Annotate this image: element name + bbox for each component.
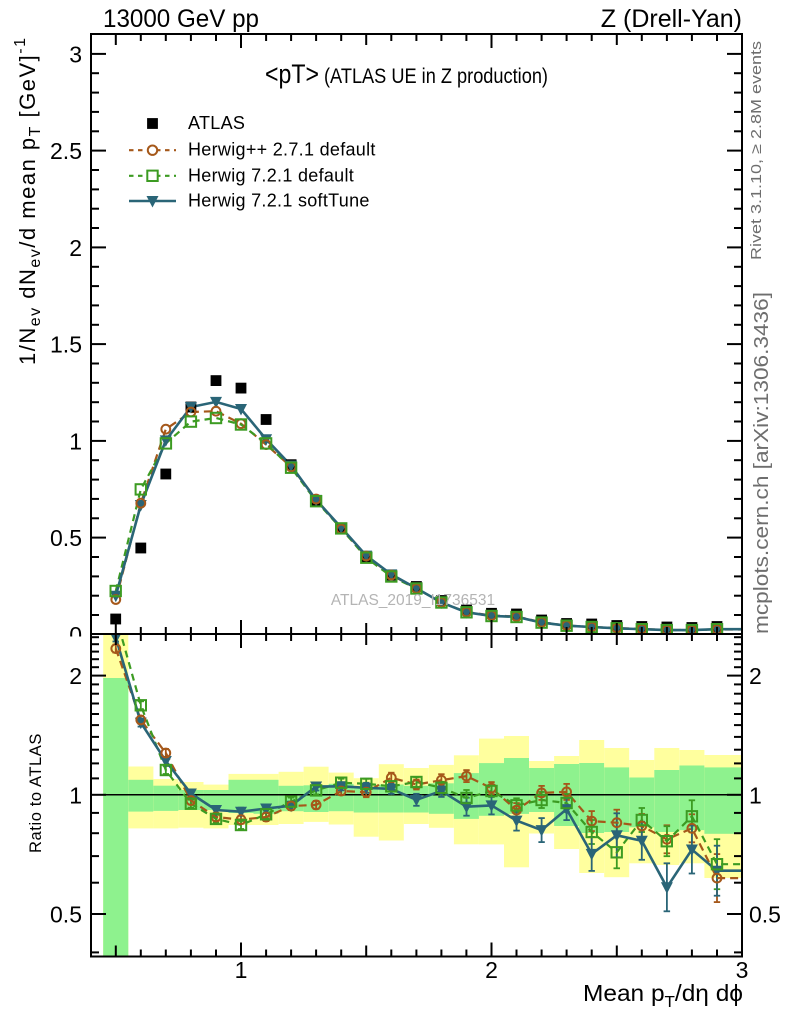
svg-text:0.5: 0.5 bbox=[50, 525, 82, 551]
svg-text:13000 GeV pp: 13000 GeV pp bbox=[103, 5, 259, 33]
svg-text:1: 1 bbox=[235, 957, 248, 983]
svg-text:2.5: 2.5 bbox=[50, 138, 82, 164]
svg-text:3: 3 bbox=[69, 41, 82, 67]
svg-text:2: 2 bbox=[485, 957, 498, 983]
svg-text:ATLAS_2019_I1736531: ATLAS_2019_I1736531 bbox=[331, 592, 495, 609]
svg-text:1.5: 1.5 bbox=[50, 332, 82, 358]
svg-text:Herwig++ 2.7.1 default: Herwig++ 2.7.1 default bbox=[188, 140, 376, 160]
svg-text:1/Nev dNev/d mean pT [GeV]-1: 1/Nev dNev/d mean pT [GeV]-1 bbox=[12, 36, 44, 365]
svg-text:<pT>: <pT> bbox=[265, 59, 319, 89]
svg-text:1: 1 bbox=[69, 428, 82, 454]
svg-text:Herwig 7.2.1 default: Herwig 7.2.1 default bbox=[188, 165, 354, 185]
svg-text:Z (Drell-Yan): Z (Drell-Yan) bbox=[601, 5, 742, 33]
svg-text:Rivet 3.1.10, ≥ 2.8M events: Rivet 3.1.10, ≥ 2.8M events bbox=[748, 41, 765, 260]
svg-text:0.5: 0.5 bbox=[50, 902, 82, 928]
svg-text:ATLAS: ATLAS bbox=[188, 113, 245, 133]
svg-text:2: 2 bbox=[749, 663, 762, 689]
svg-text:1: 1 bbox=[749, 782, 762, 808]
svg-text:Ratio to ATLAS: Ratio to ATLAS bbox=[27, 733, 45, 853]
svg-text:0: 0 bbox=[69, 622, 82, 648]
svg-text:Herwig 7.2.1 softTune: Herwig 7.2.1 softTune bbox=[188, 191, 370, 211]
svg-text:2: 2 bbox=[69, 663, 82, 689]
svg-text:3: 3 bbox=[736, 957, 749, 983]
svg-text:mcplots.cern.ch [arXiv:1306.34: mcplots.cern.ch [arXiv:1306.3436] bbox=[751, 292, 773, 634]
svg-text:0.5: 0.5 bbox=[749, 902, 781, 928]
svg-text:1: 1 bbox=[69, 782, 82, 808]
svg-text:2: 2 bbox=[69, 235, 82, 261]
svg-text:(ATLAS UE in Z production): (ATLAS UE in Z production) bbox=[324, 65, 548, 88]
svg-text:Mean pT/dη dϕ: Mean p T/dη dϕ bbox=[583, 980, 743, 1011]
